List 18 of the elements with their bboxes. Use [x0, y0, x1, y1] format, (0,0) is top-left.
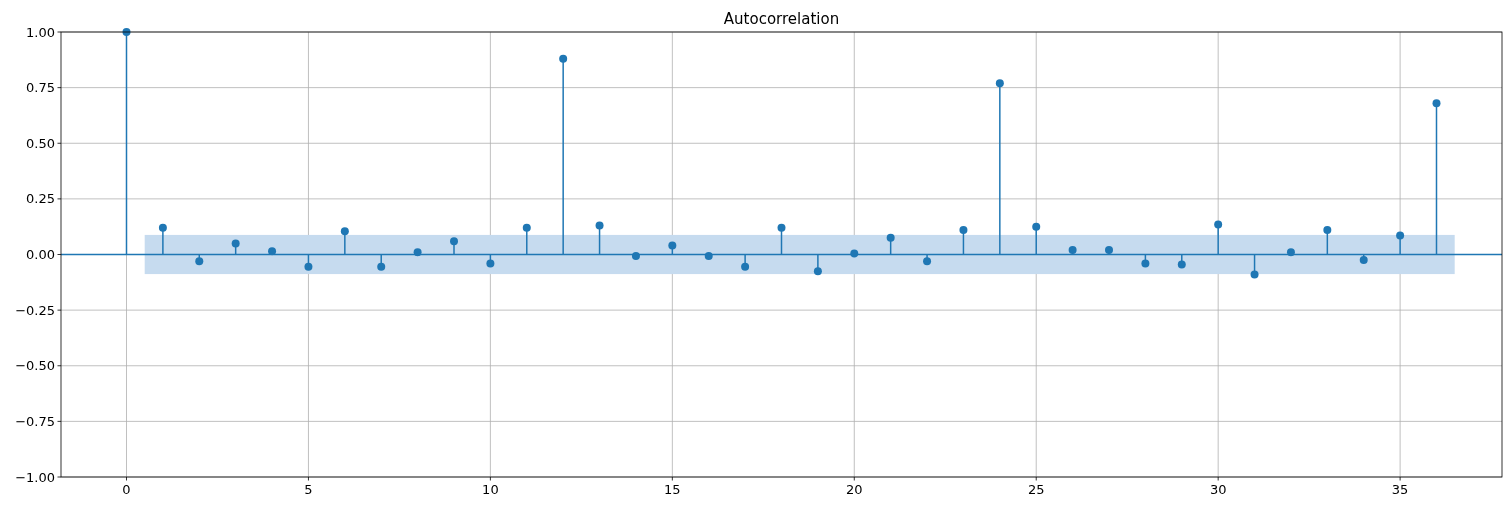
y-tick-label: 1.00	[26, 24, 55, 40]
x-tick-label: 10	[482, 482, 499, 497]
x-tick-label: 0	[122, 482, 131, 497]
y-tick-label: −0.25	[15, 302, 55, 318]
y-tick-label: 0.75	[26, 80, 55, 96]
x-tick-label: 5	[304, 482, 313, 497]
x-tick-label: 15	[664, 482, 681, 497]
y-tick-label: 0.00	[26, 247, 55, 263]
y-tick-label: −0.75	[15, 413, 55, 429]
y-tick-label: 0.25	[26, 191, 55, 207]
y-tick-label: 0.50	[26, 135, 55, 151]
x-tick-label: 25	[1027, 482, 1045, 497]
y-tick-label: −0.50	[15, 358, 55, 374]
x-tick-label: 30	[1209, 482, 1227, 497]
x-tick-label: 35	[1391, 482, 1409, 497]
x-tick-label: 20	[846, 482, 863, 497]
y-tick-label: −1.00	[15, 469, 55, 485]
chart-title: Autocorrelation	[723, 10, 840, 28]
